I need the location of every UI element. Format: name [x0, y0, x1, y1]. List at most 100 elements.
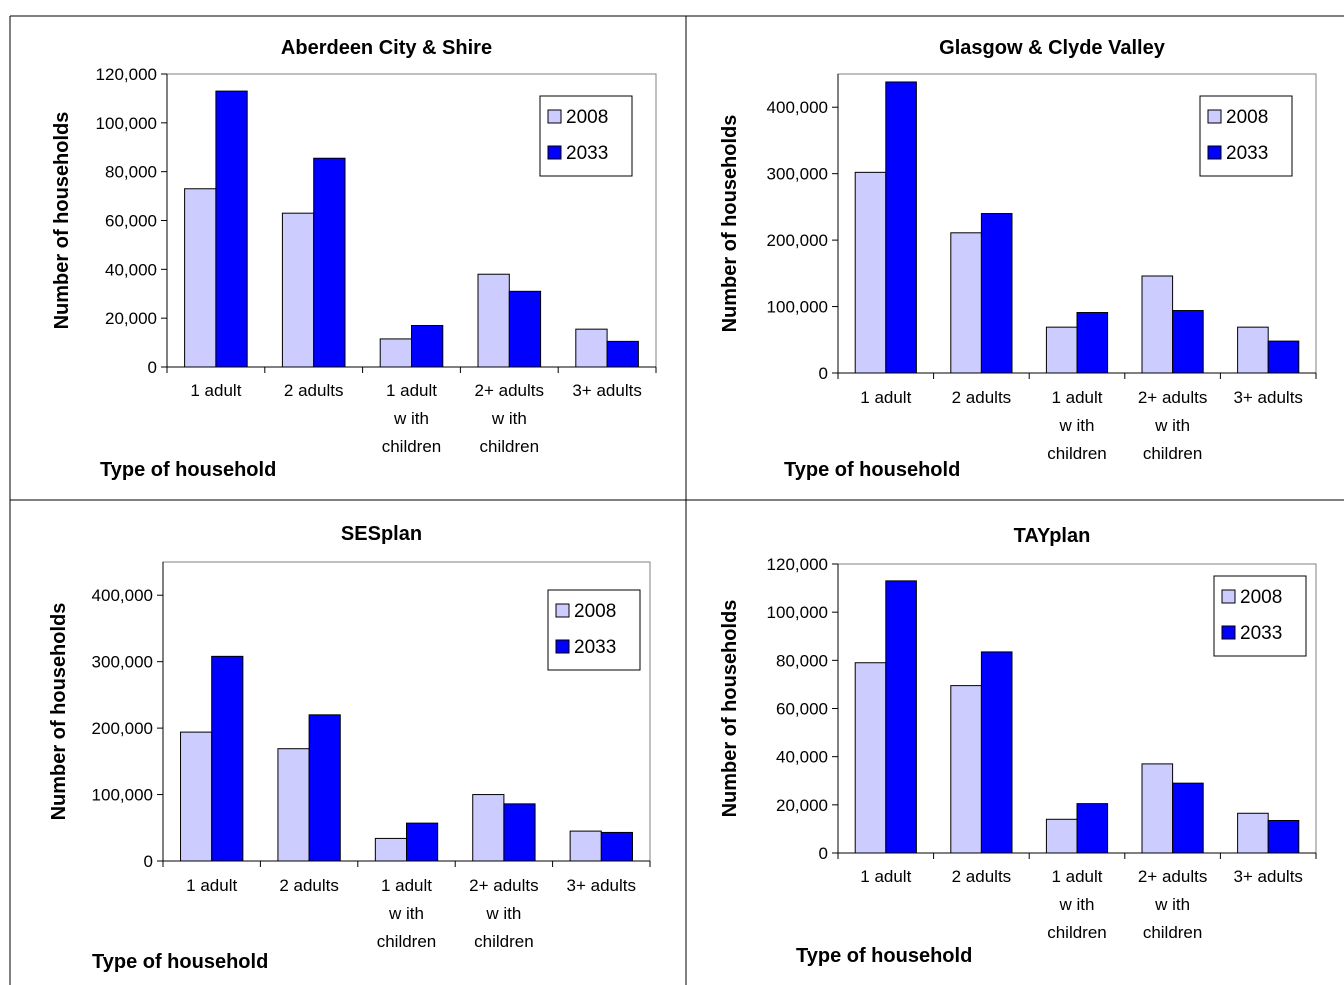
y-tick-label: 20,000: [776, 796, 828, 815]
chart-title: Aberdeen City & Shire: [281, 37, 492, 59]
x-tick-label: w ith: [1059, 895, 1095, 914]
legend-swatch: [547, 145, 562, 160]
x-axis-label: Type of household: [100, 459, 276, 481]
x-tick-label: 2+ adults: [1138, 867, 1207, 886]
bar-2033-4: [1267, 819, 1300, 854]
y-tick-label: 100,000: [767, 298, 828, 317]
bar-2008-3: [477, 273, 510, 368]
legend-label: 2008: [566, 107, 608, 128]
y-tick-label: 100,000: [92, 786, 153, 805]
bar-2008-4: [1237, 812, 1269, 854]
y-tick-label: 400,000: [767, 98, 828, 117]
bar-2008-0: [184, 188, 217, 368]
x-tick-label: children: [1143, 444, 1203, 463]
x-tick-label: children: [382, 437, 442, 456]
x-axis-label: Type of household: [796, 945, 972, 967]
bar-2008-0: [180, 731, 213, 862]
legend: [1199, 95, 1293, 177]
y-tick-label: 0: [144, 852, 153, 871]
legend: [1213, 575, 1307, 657]
y-tick-label: 80,000: [776, 651, 828, 670]
x-tick-label: 2 adults: [284, 381, 344, 400]
x-tick-label: 3+ adults: [1233, 867, 1302, 886]
x-tick-label: 3+ adults: [572, 381, 641, 400]
x-tick-label: w ith: [388, 904, 424, 923]
y-tick-label: 200,000: [92, 719, 153, 738]
bar-2033-1: [313, 157, 346, 368]
x-tick-label: children: [377, 932, 437, 951]
y-tick-label: 400,000: [92, 586, 153, 605]
x-tick-label: 1 adult: [860, 867, 911, 886]
x-tick-label: children: [1047, 923, 1107, 942]
bar-2033-4: [1267, 340, 1300, 374]
bar-2033-0: [885, 81, 917, 374]
x-tick-label: w ith: [485, 904, 521, 923]
legend-label: 2033: [574, 637, 616, 658]
bar-2033-4: [606, 340, 639, 368]
legend: [547, 589, 641, 671]
legend-swatch: [547, 109, 562, 124]
bar-2033-0: [211, 655, 244, 862]
legend-label: 2008: [1226, 107, 1268, 128]
y-tick-label: 0: [819, 844, 828, 863]
x-tick-label: 2+ adults: [469, 876, 538, 895]
y-tick-label: 80,000: [105, 163, 157, 182]
x-tick-label: 3+ adults: [567, 876, 636, 895]
bar-2008-1: [950, 685, 982, 854]
bar-2033-2: [1076, 312, 1109, 374]
chart-sesplan: SESplan Number of households Type of house…: [48, 523, 651, 973]
bar-2008-0: [854, 662, 887, 854]
y-tick-label: 60,000: [776, 700, 828, 719]
bar-2008-2: [379, 338, 413, 368]
x-axis-label: Type of household: [92, 951, 268, 973]
chart-title: Glasgow & Clyde Valley: [939, 37, 1166, 59]
x-tick-label: w ith: [393, 409, 429, 428]
bar-2008-2: [374, 837, 407, 862]
y-axis-label: Number of households: [48, 603, 70, 821]
bar-2008-1: [281, 212, 315, 368]
y-tick-label: 300,000: [767, 165, 828, 184]
x-tick-label: w ith: [491, 409, 527, 428]
x-tick-label: 2+ adults: [475, 381, 544, 400]
y-tick-label: 120,000: [767, 555, 828, 574]
x-axis-label: Type of household: [784, 459, 960, 481]
bar-2033-2: [406, 822, 439, 862]
chart-tayplan: TAYplan Number of households Type of house…: [719, 525, 1317, 967]
legend-swatch: [1207, 145, 1222, 160]
x-tick-label: children: [1047, 444, 1107, 463]
legend-label: 2008: [1240, 587, 1282, 608]
x-tick-label: children: [480, 437, 540, 456]
y-axis-label: Number of households: [51, 112, 73, 330]
y-tick-label: 20,000: [105, 309, 157, 328]
bar-2033-3: [1172, 782, 1204, 854]
y-tick-label: 300,000: [92, 653, 153, 672]
x-tick-label: 2+ adults: [1138, 388, 1207, 407]
bar-2033-0: [215, 90, 248, 368]
y-tick-label: 120,000: [96, 65, 157, 84]
y-tick-label: 40,000: [776, 748, 828, 767]
x-tick-label: 1 adult: [190, 381, 241, 400]
bar-2008-3: [1141, 275, 1174, 374]
x-tick-label: 1 adult: [860, 388, 911, 407]
y-tick-label: 60,000: [105, 212, 157, 231]
x-tick-label: 3+ adults: [1233, 388, 1302, 407]
x-tick-label: 2 adults: [952, 867, 1012, 886]
y-tick-label: 200,000: [767, 231, 828, 250]
y-tick-label: 100,000: [767, 603, 828, 622]
x-tick-label: 1 adult: [381, 876, 432, 895]
chart-title: TAYplan: [1014, 525, 1091, 547]
legend-label: 2033: [1240, 623, 1282, 644]
legend-swatch: [1221, 589, 1236, 604]
bar-2033-3: [1172, 310, 1204, 374]
bar-2033-2: [411, 324, 444, 368]
y-tick-label: 0: [148, 358, 157, 377]
bar-2033-4: [600, 831, 633, 862]
x-tick-label: children: [474, 932, 534, 951]
y-axis-label: Number of households: [719, 115, 741, 333]
x-tick-label: 1 adult: [1051, 867, 1102, 886]
x-tick-label: w ith: [1059, 416, 1095, 435]
y-tick-label: 40,000: [105, 260, 157, 279]
y-tick-label: 0: [819, 364, 828, 383]
bar-2008-4: [1237, 326, 1269, 374]
